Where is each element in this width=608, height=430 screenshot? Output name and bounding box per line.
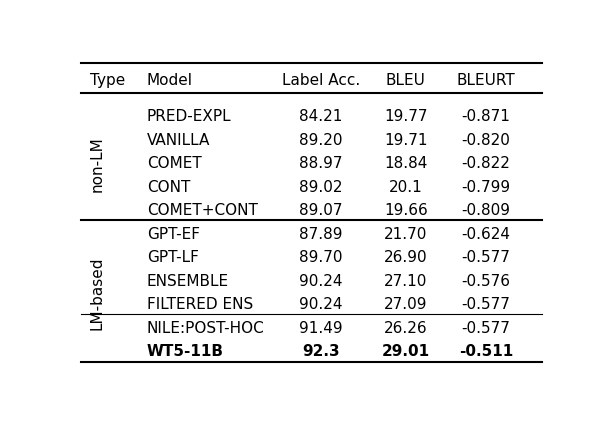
Text: 26.26: 26.26: [384, 321, 427, 336]
Text: COMET+CONT: COMET+CONT: [147, 203, 258, 218]
Text: Model: Model: [147, 73, 193, 88]
Text: Label Acc.: Label Acc.: [282, 73, 360, 88]
Text: VANILLA: VANILLA: [147, 133, 210, 148]
Text: GPT-EF: GPT-EF: [147, 227, 199, 242]
Text: -0.576: -0.576: [461, 274, 511, 289]
Text: 89.70: 89.70: [299, 250, 343, 265]
Text: FILTERED ENS: FILTERED ENS: [147, 298, 253, 312]
Text: -0.577: -0.577: [461, 321, 510, 336]
Text: NILE:POST-HOC: NILE:POST-HOC: [147, 321, 264, 336]
Text: 20.1: 20.1: [389, 180, 423, 195]
Text: 26.90: 26.90: [384, 250, 427, 265]
Text: CONT: CONT: [147, 180, 190, 195]
Text: COMET: COMET: [147, 157, 201, 171]
Text: -0.799: -0.799: [461, 180, 511, 195]
Text: 89.20: 89.20: [299, 133, 343, 148]
Text: -0.871: -0.871: [461, 109, 510, 124]
Text: 89.02: 89.02: [299, 180, 343, 195]
Text: GPT-LF: GPT-LF: [147, 250, 199, 265]
Text: -0.577: -0.577: [461, 250, 510, 265]
Text: 19.71: 19.71: [384, 133, 427, 148]
Text: BLEURT: BLEURT: [457, 73, 516, 88]
Text: PRED-EXPL: PRED-EXPL: [147, 109, 231, 124]
Text: 91.49: 91.49: [299, 321, 343, 336]
Text: -0.577: -0.577: [461, 298, 510, 312]
Text: -0.809: -0.809: [461, 203, 511, 218]
Text: 18.84: 18.84: [384, 157, 427, 171]
Text: 29.01: 29.01: [382, 344, 430, 359]
Text: 84.21: 84.21: [299, 109, 343, 124]
Text: -0.822: -0.822: [461, 157, 510, 171]
Text: 90.24: 90.24: [299, 298, 343, 312]
Text: 19.77: 19.77: [384, 109, 427, 124]
Text: 87.89: 87.89: [299, 227, 343, 242]
Text: -0.624: -0.624: [461, 227, 511, 242]
Text: 90.24: 90.24: [299, 274, 343, 289]
Text: WT5-11B: WT5-11B: [147, 344, 224, 359]
Text: 21.70: 21.70: [384, 227, 427, 242]
Text: LM-based: LM-based: [90, 256, 105, 330]
Text: 19.66: 19.66: [384, 203, 427, 218]
Text: -0.511: -0.511: [459, 344, 513, 359]
Text: BLEU: BLEU: [386, 73, 426, 88]
Text: 89.07: 89.07: [299, 203, 343, 218]
Text: 88.97: 88.97: [299, 157, 343, 171]
Text: Type: Type: [90, 73, 125, 88]
Text: 27.10: 27.10: [384, 274, 427, 289]
Text: non-LM: non-LM: [90, 136, 105, 192]
Text: 27.09: 27.09: [384, 298, 427, 312]
Text: -0.820: -0.820: [461, 133, 510, 148]
Text: ENSEMBLE: ENSEMBLE: [147, 274, 229, 289]
Text: 92.3: 92.3: [302, 344, 340, 359]
